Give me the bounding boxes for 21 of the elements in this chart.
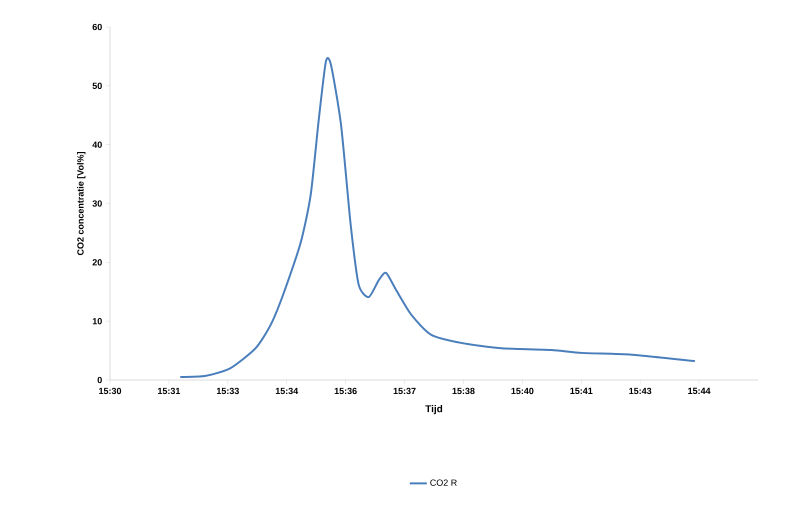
x-axis-title: Tijd <box>425 404 442 414</box>
y-tick-label: 20 <box>92 259 102 266</box>
x-tick-label: 15:33 <box>216 388 239 394</box>
x-tick-label: 15:38 <box>452 388 475 394</box>
x-tick-label: 15:37 <box>394 388 416 394</box>
x-tick-label: 15:34 <box>276 388 298 394</box>
x-tick-label: 15:40 <box>511 388 534 394</box>
y-tick-label: 30 <box>92 200 102 207</box>
x-tick-label: 15:36 <box>334 388 357 394</box>
x-tick-label: 15:30 <box>99 388 122 394</box>
y-tick-label: 50 <box>92 82 102 90</box>
x-tick-label: 15:44 <box>688 388 710 394</box>
y-tick-label: 10 <box>92 318 102 324</box>
x-tick-label: 15:41 <box>570 388 592 394</box>
x-tick-label: 15:31 <box>158 388 180 394</box>
y-tick-label: 0 <box>98 376 102 384</box>
y-axis-title: CO2 concentratie [Vol%] <box>77 152 86 256</box>
legend-label: CO2 R <box>430 479 457 486</box>
x-tick-label: 15:43 <box>629 388 652 394</box>
y-tick-label: 40 <box>92 141 102 148</box>
y-tick-label: 60 <box>92 24 102 30</box>
